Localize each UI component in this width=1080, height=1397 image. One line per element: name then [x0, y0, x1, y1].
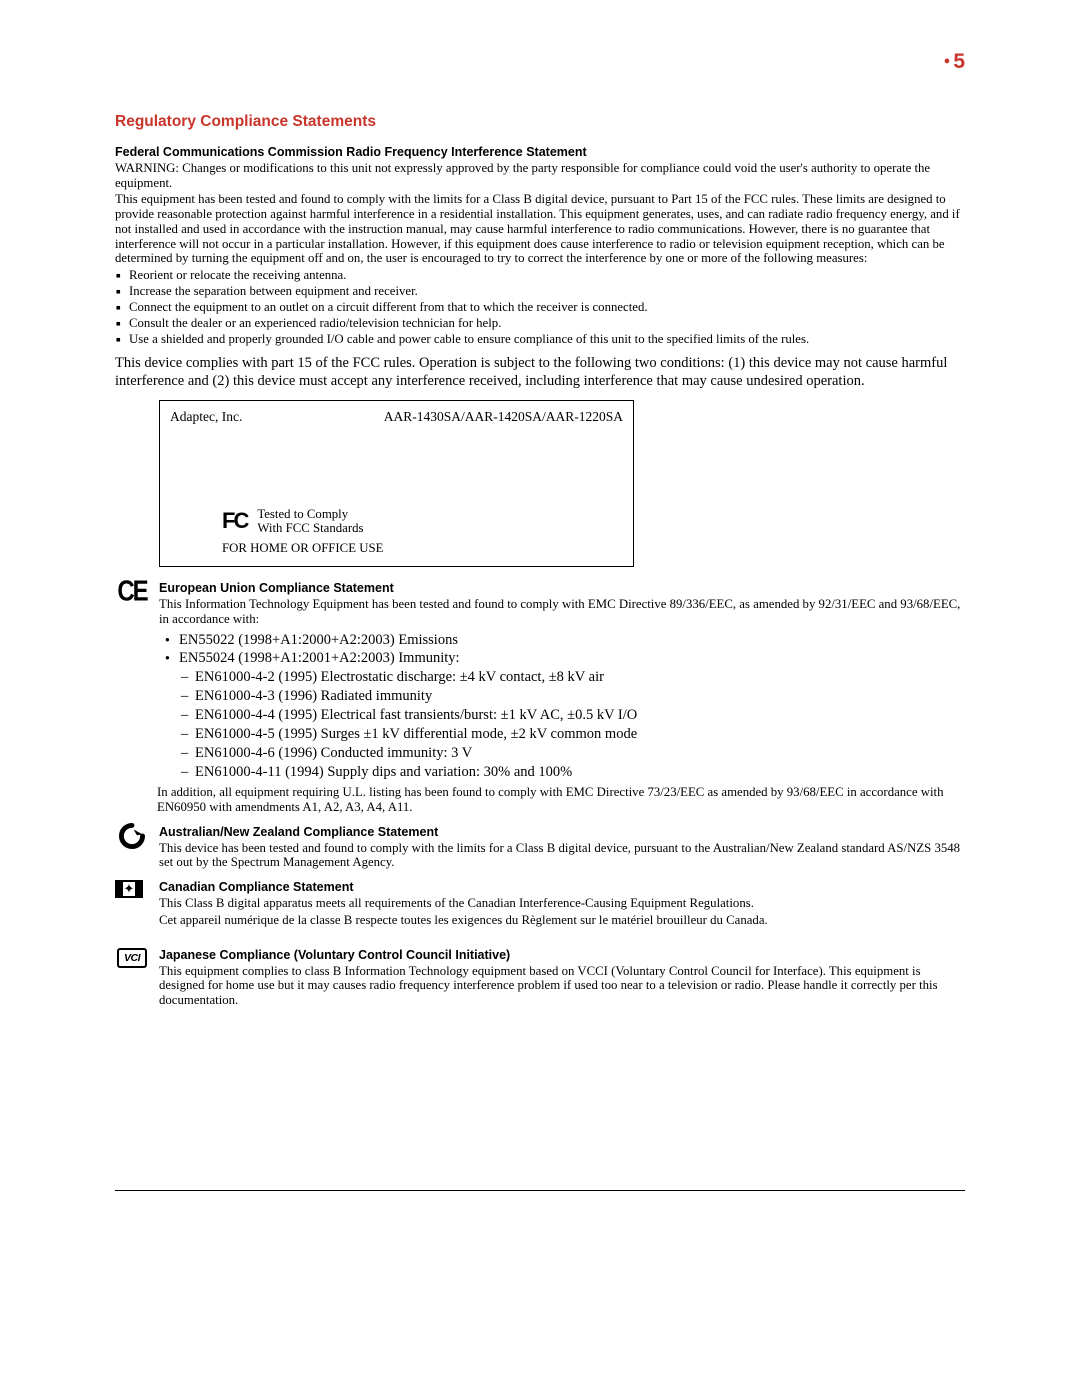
list-item: EN61000-4-5 (1995) Surges ±1 kV differen… [195, 725, 965, 744]
eu-standards-list: EN55022 (1998+A1:2000+A2:2003) Emissions… [161, 631, 965, 782]
page-number: ●5 [944, 50, 965, 74]
list-item: Reorient or relocate the receiving anten… [129, 268, 965, 284]
list-item: EN55024 (1998+A1:2001+A2:2003) Immunity:… [179, 649, 965, 781]
fcc-logo-icon: FC [222, 508, 247, 534]
fcc-warning: WARNING: Changes or modifications to thi… [115, 161, 965, 190]
c-tick-icon [119, 823, 145, 849]
ce-mark-icon: CE [117, 579, 146, 605]
fcc-use-text: FOR HOME OR OFFICE USE [222, 541, 623, 556]
canada-flag-icon: ✦ [115, 880, 143, 898]
anz-section: Australian/New Zealand Compliance Statem… [115, 823, 965, 872]
eu-heading: European Union Compliance Statement [159, 581, 965, 595]
bullet-icon: ● [944, 55, 954, 67]
list-item: EN61000-4-11 (1994) Supply dips and vari… [195, 763, 965, 782]
eu-section: CE European Union Compliance Statement T… [115, 581, 965, 628]
list-item: EN61000-4-4 (1995) Electrical fast trans… [195, 706, 965, 725]
page-number-value: 5 [953, 50, 965, 73]
section-title: Regulatory Compliance Statements [115, 113, 965, 131]
fcc-tested-text: Tested to Comply With FCC Standards [257, 507, 363, 535]
footer-rule [115, 1190, 965, 1191]
list-item: EN55022 (1998+A1:2000+A2:2003) Emissions [179, 631, 965, 650]
list-item: Use a shielded and properly grounded I/O… [129, 332, 965, 348]
fcc-company: Adaptec, Inc. [170, 409, 242, 425]
anz-heading: Australian/New Zealand Compliance Statem… [159, 825, 965, 839]
canada-body-fr: Cet appareil numérique de la classe B re… [159, 913, 965, 928]
page-content: Regulatory Compliance Statements Federal… [115, 113, 965, 1010]
japan-body: This equipment complies to class B Infor… [159, 964, 965, 1008]
eu-immunity-sublist: EN61000-4-2 (1995) Electrostatic dischar… [179, 668, 965, 781]
eu-addendum: In addition, all equipment requiring U.L… [157, 785, 965, 814]
japan-section: VCI Japanese Compliance (Voluntary Contr… [115, 948, 965, 1010]
fcc-tested-line2: With FCC Standards [257, 521, 363, 535]
document-page: ●5 Regulatory Compliance Statements Fede… [115, 50, 965, 1010]
list-item: EN61000-4-2 (1995) Electrostatic dischar… [195, 668, 965, 687]
list-item: EN61000-4-3 (1996) Radiated immunity [195, 687, 965, 706]
list-item: EN61000-4-6 (1996) Conducted immunity: 3… [195, 744, 965, 763]
list-item: Increase the separation between equipmen… [129, 284, 965, 300]
fcc-heading: Federal Communications Commission Radio … [115, 145, 965, 159]
eu-body: This Information Technology Equipment ha… [159, 597, 965, 626]
canada-body-en: This Class B digital apparatus meets all… [159, 896, 965, 911]
japan-heading: Japanese Compliance (Voluntary Control C… [159, 948, 965, 962]
eu-immunity-label: EN55024 (1998+A1:2001+A2:2003) Immunity: [179, 650, 460, 666]
fcc-models: AAR-1430SA/AAR-1420SA/AAR-1220SA [384, 409, 623, 425]
canada-section: ✦ Canadian Compliance Statement This Cla… [115, 880, 965, 929]
list-item: Connect the equipment to an outlet on a … [129, 300, 965, 316]
list-item: Consult the dealer or an experienced rad… [129, 316, 965, 332]
fcc-body: This equipment has been tested and found… [115, 192, 965, 266]
fcc-tested-line1: Tested to Comply [257, 507, 363, 521]
canada-heading: Canadian Compliance Statement [159, 880, 965, 894]
fcc-compliance-text: This device complies with part 15 of the… [115, 354, 965, 390]
fcc-measures-list: Reorient or relocate the receiving anten… [115, 268, 965, 348]
anz-body: This device has been tested and found to… [159, 841, 965, 870]
vcci-mark-icon: VCI [117, 948, 147, 968]
fcc-label-box: Adaptec, Inc. AAR-1430SA/AAR-1420SA/AAR-… [159, 400, 634, 567]
